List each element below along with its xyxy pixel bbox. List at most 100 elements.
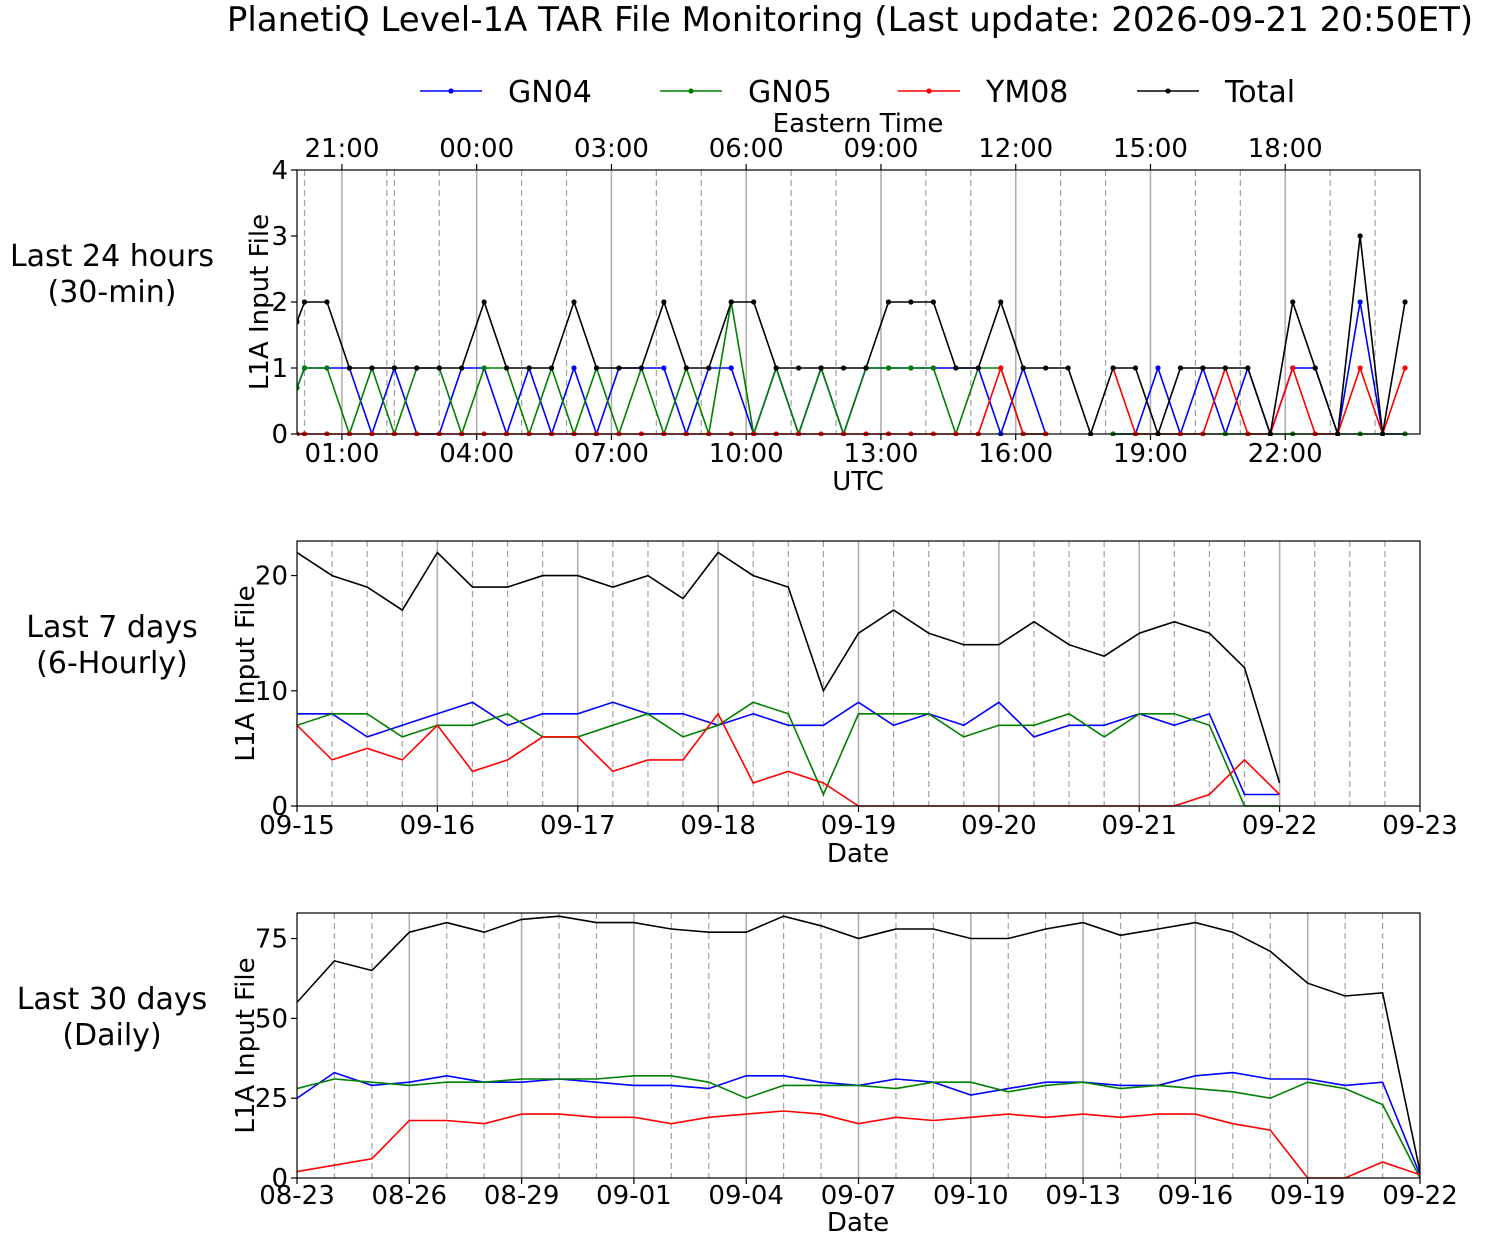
point-total: [683, 365, 689, 371]
point-total: [436, 365, 442, 371]
x-tick-label: 08-23: [259, 1181, 335, 1211]
point-gn04: [661, 365, 667, 371]
x-axis-label: UTC: [832, 467, 884, 497]
point-total: [526, 365, 532, 371]
x-tick-label: 09-13: [1045, 1181, 1121, 1211]
row-label: (30-min): [48, 275, 177, 310]
y-tick-label: 25: [255, 1084, 288, 1114]
point-total: [953, 365, 959, 371]
point-gn05: [930, 365, 936, 371]
y-axis-label: L1A Input File: [231, 957, 261, 1133]
y-tick-label: 4: [271, 156, 288, 186]
y-axis-label: L1A Input File: [245, 214, 275, 390]
x-tick-label: 09-16: [1158, 1181, 1234, 1211]
y-tick-label: 50: [255, 1004, 288, 1034]
x-tick-label: 09-16: [400, 811, 476, 841]
point-total: [638, 365, 645, 371]
y-tick-label: 3: [271, 222, 288, 252]
top-tick-label: 03:00: [574, 134, 649, 164]
legend: GN04 GN05 YM08 Total: [420, 75, 1295, 110]
point-total: [616, 365, 622, 371]
top-tick-label: 09:00: [843, 134, 918, 164]
legend-label: GN05: [748, 75, 832, 110]
y-tick-label: 0: [271, 792, 288, 822]
series-group: [297, 551, 1281, 807]
point-total: [1132, 365, 1139, 371]
point-total: [796, 365, 802, 371]
x-tick-label: 09-20: [961, 811, 1037, 841]
point-total: [548, 365, 555, 371]
point-total: [1110, 365, 1116, 371]
point-total: [1020, 365, 1026, 371]
row-label: Last 30 days: [17, 982, 208, 1017]
x-tick-label: 09-19: [821, 811, 897, 841]
series-line-total: [297, 235, 1406, 436]
point-total: [481, 299, 487, 305]
point-total: [863, 365, 869, 371]
x-tick-label: 09-15: [259, 811, 335, 841]
point-total: [414, 365, 420, 371]
x-axis-label: Date: [827, 1208, 889, 1238]
legend-marker-gn04: [448, 88, 454, 94]
x-tick-label: 19:00: [1113, 439, 1188, 469]
point-gn05: [324, 365, 330, 371]
series-line-gn05: [297, 1075, 1420, 1179]
series-line-ym08: [297, 1110, 1420, 1179]
point-total: [661, 299, 667, 305]
x-tick-label: 09-23: [1382, 811, 1458, 841]
point-ym08: [1290, 365, 1296, 371]
point-total: [706, 365, 712, 371]
x-tick-label: 08-29: [484, 1181, 560, 1211]
top-tick-label: 18:00: [1248, 134, 1323, 164]
panel-last-24-hours: Last 24 hours(30-min) 0 1 2 3 4 01:00 04:00 07:0…: [10, 109, 1421, 497]
top-tick-label: 00:00: [439, 134, 514, 164]
axes-frame: [296, 169, 1421, 435]
point-total: [593, 365, 600, 371]
point-total: [391, 365, 397, 371]
point-total: [930, 299, 936, 305]
x-tick-label: 01:00: [304, 439, 379, 469]
legend-marker-gn05: [688, 88, 694, 94]
chart-title: PlanetiQ Level-1A TAR File Monitoring (L…: [227, 0, 1473, 40]
x-tick-label: 09-04: [708, 1181, 784, 1211]
point-total: [751, 299, 757, 305]
x-tick-label: 09-01: [596, 1181, 672, 1211]
point-total: [1200, 365, 1206, 371]
point-ym08: [1402, 365, 1408, 371]
top-tick-label: 15:00: [1113, 134, 1188, 164]
x-tick-label: 09-22: [1382, 1181, 1458, 1211]
y-tick-label: 1: [271, 354, 288, 384]
point-total: [840, 365, 847, 371]
point-gn05: [481, 365, 487, 371]
x-tick-label: 09-19: [1270, 1181, 1346, 1211]
series-line-total: [297, 551, 1281, 784]
point-total: [1312, 365, 1318, 371]
point-total: [369, 365, 375, 371]
series-line-gn04: [297, 701, 1280, 796]
point-total: [324, 299, 330, 305]
top-tick-label: 12:00: [978, 134, 1053, 164]
point-total: [571, 299, 577, 305]
row-label: Last 7 days: [26, 610, 197, 645]
point-gn04: [1357, 299, 1363, 305]
point-total: [346, 365, 353, 371]
point-total: [1065, 365, 1071, 371]
point-gn04: [571, 365, 577, 371]
legend-label: YM08: [985, 75, 1068, 110]
point-ym08: [998, 365, 1004, 371]
point-total: [1290, 299, 1296, 305]
point-total: [1177, 365, 1184, 371]
x-tick-label: 09-07: [821, 1181, 897, 1211]
x-tick-label: 08-26: [372, 1181, 448, 1211]
x-tick-label: 07:00: [574, 439, 649, 469]
point-gn04: [1155, 365, 1161, 371]
series-line-total: [297, 915, 1420, 1172]
legend-marker-total: [1165, 88, 1171, 94]
y-tick-label: 2: [271, 288, 288, 318]
x-tick-label: 09-21: [1101, 811, 1177, 841]
top-tick-label: 06:00: [709, 134, 784, 164]
series-line-ym08: [297, 365, 1406, 436]
y-tick-label: 0: [271, 1164, 288, 1194]
point-total: [885, 299, 892, 305]
point-gn04: [728, 365, 734, 371]
